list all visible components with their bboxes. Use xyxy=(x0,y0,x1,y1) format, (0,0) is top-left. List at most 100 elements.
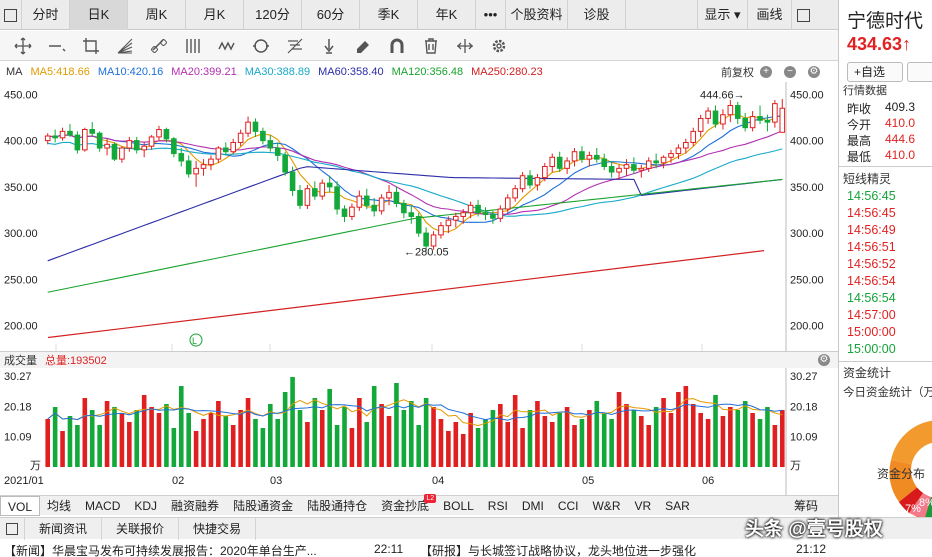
gear-icon[interactable] xyxy=(482,34,516,58)
candle-body xyxy=(690,130,697,143)
short-line-time[interactable]: 14:56:54 xyxy=(847,291,896,305)
tab-related-quotes[interactable]: 关联报价 xyxy=(102,517,180,540)
short-line-time[interactable]: 14:56:45 xyxy=(847,206,896,220)
price-tick-left: 300.00 xyxy=(4,228,38,240)
crop-icon[interactable] xyxy=(74,34,108,58)
tab-news[interactable]: 新闻资讯 xyxy=(25,517,103,540)
fibonacci-icon[interactable] xyxy=(278,34,312,58)
favorite-menu-button[interactable] xyxy=(907,62,932,82)
crosshair-icon[interactable] xyxy=(6,34,40,58)
arrow-down-icon[interactable] xyxy=(312,34,346,58)
indicator-tab-vr[interactable]: VR xyxy=(627,496,658,516)
magnet-icon[interactable] xyxy=(380,34,414,58)
indicator-tab-label: SAR xyxy=(665,498,690,513)
volume-bar xyxy=(52,407,58,467)
adjust-dropdown[interactable]: 前复权 xyxy=(721,67,754,79)
eraser-icon[interactable] xyxy=(346,34,380,58)
settings-icon[interactable]: ⚙ xyxy=(808,66,820,78)
candle-body xyxy=(222,147,229,153)
fan-lines-icon[interactable] xyxy=(108,34,142,58)
indicator-tab-4[interactable]: 融资融券 xyxy=(164,496,226,516)
indicator-tab-label: RSI xyxy=(487,498,508,513)
indicator-tab-dmi[interactable]: DMI xyxy=(515,496,551,516)
volume-bar xyxy=(676,392,681,467)
indicator-tab-7[interactable]: 资金抄底 L2 xyxy=(374,493,437,516)
volume-bar xyxy=(742,401,748,467)
ma10-line xyxy=(47,115,783,223)
volume-bar xyxy=(290,377,295,467)
pie-label-2: 9% xyxy=(871,500,887,512)
volume-bar xyxy=(82,398,88,467)
indicator-tab-boll[interactable]: BOLL xyxy=(436,496,481,516)
quote-row: 今开 410.0 xyxy=(847,116,932,133)
candle-body xyxy=(579,151,585,160)
window-toggle-icon-2[interactable] xyxy=(0,517,25,540)
tab-10[interactable]: 诊股 xyxy=(568,0,626,30)
horizontal-line-icon[interactable] xyxy=(40,34,74,58)
news-row: 【新闻】华晨宝马发布可持续发展报告：2020年单台生产... 22:11 【研报… xyxy=(0,540,932,557)
tab-12[interactable]: 显示 ▾ xyxy=(698,0,748,30)
short-line-time[interactable]: 15:00:00 xyxy=(847,342,896,356)
window-toggle-icon[interactable] xyxy=(0,0,22,30)
quote-side-panel: 宁德时代 434.63↑ +自选 行情数据 昨收 409.3 今开 410.0 最高 44… xyxy=(838,0,932,517)
indicator-tab-label: 资金抄底 xyxy=(381,498,430,513)
indicator-tab-rsi[interactable]: RSI xyxy=(481,496,515,516)
short-line-time[interactable]: 14:56:45 xyxy=(847,189,896,203)
expand-icon[interactable] xyxy=(448,34,482,58)
tab-2[interactable]: 周K xyxy=(128,0,186,30)
indicator-tab-label: BOLL xyxy=(443,498,474,513)
add-favorite-button[interactable]: +自选 xyxy=(847,62,903,82)
indicator-tab-kdj[interactable]: KDJ xyxy=(127,496,164,516)
panel-toggle-icon[interactable] xyxy=(792,0,814,30)
tab-8[interactable]: ••• xyxy=(476,0,506,30)
trash-icon[interactable] xyxy=(414,34,448,58)
news-item-2[interactable]: 【研报】与长城签订战略协议，龙头地位进一步强化 xyxy=(420,544,697,557)
tab-7[interactable]: 年K xyxy=(418,0,476,30)
kline-chart[interactable]: 450.00 450.00 400.00 400.00 350.00 350.00 300.… xyxy=(0,82,838,495)
short-line-time[interactable]: 14:56:51 xyxy=(847,240,896,254)
indicator-tab-macd[interactable]: MACD xyxy=(78,496,127,516)
volume-bar xyxy=(527,410,533,467)
tab-9[interactable]: 个股资料 xyxy=(506,0,568,30)
indicator-tab-6[interactable]: 陆股通持仓 xyxy=(300,496,374,516)
candle-body xyxy=(163,129,170,140)
tab-quick-trade[interactable]: 快捷交易 xyxy=(179,517,257,540)
candle-body xyxy=(297,190,303,206)
indicator-tab-sar[interactable]: SAR xyxy=(658,496,697,516)
tab-0[interactable]: 分时 xyxy=(22,0,70,30)
indicator-tab-wr[interactable]: W&R xyxy=(585,496,627,516)
candle-body xyxy=(697,117,704,132)
zoom-out-icon[interactable]: − xyxy=(784,66,796,78)
tab-6[interactable]: 季K xyxy=(360,0,418,30)
short-line-time[interactable]: 15:00:00 xyxy=(847,325,896,339)
pie-label-1: 42% xyxy=(855,443,880,457)
bars-icon[interactable] xyxy=(176,34,210,58)
cycle-icon[interactable] xyxy=(244,34,278,58)
indicator-tab-bar: VOL 均线 MACD KDJ 融资融券 陆股通资金 陆股通持仓 资金抄底 L2 BOLL RSI D… xyxy=(0,493,838,516)
volume-bar xyxy=(45,419,51,467)
short-line-time[interactable]: 14:56:52 xyxy=(847,257,896,271)
indicator-tab-1[interactable]: 均线 xyxy=(40,496,78,516)
news-item-1[interactable]: 【新闻】华晨宝马发布可持续发展报告：2020年单台生产... xyxy=(4,544,317,557)
ma5-value: MA5:418.66 xyxy=(30,66,90,78)
volume-bar xyxy=(438,419,444,467)
indicator-tab-cci[interactable]: CCI xyxy=(551,496,586,516)
chip-distribution-button[interactable]: 筹码 xyxy=(793,498,818,513)
tab-1[interactable]: 日K xyxy=(70,0,128,30)
wave-icon[interactable] xyxy=(210,34,244,58)
volume-settings-icon[interactable]: ⚙ xyxy=(818,354,830,366)
tab-13[interactable]: 画线 xyxy=(748,0,792,30)
zoom-in-icon[interactable]: + xyxy=(760,66,772,78)
volume-bar xyxy=(216,401,221,467)
tab-4[interactable]: 120分 xyxy=(244,0,302,30)
tab-3[interactable]: 月K xyxy=(186,0,244,30)
link-icon[interactable] xyxy=(142,34,176,58)
short-line-time[interactable]: 14:57:00 xyxy=(847,308,896,322)
short-line-time[interactable]: 14:56:49 xyxy=(847,223,896,237)
indicator-tab-vol[interactable]: VOL xyxy=(0,495,41,516)
candle-body xyxy=(386,191,392,199)
price-tick-right: 300.00 xyxy=(790,228,824,240)
indicator-tab-5[interactable]: 陆股通资金 xyxy=(226,496,300,516)
short-line-time[interactable]: 14:56:54 xyxy=(847,274,896,288)
tab-5[interactable]: 60分 xyxy=(302,0,360,30)
